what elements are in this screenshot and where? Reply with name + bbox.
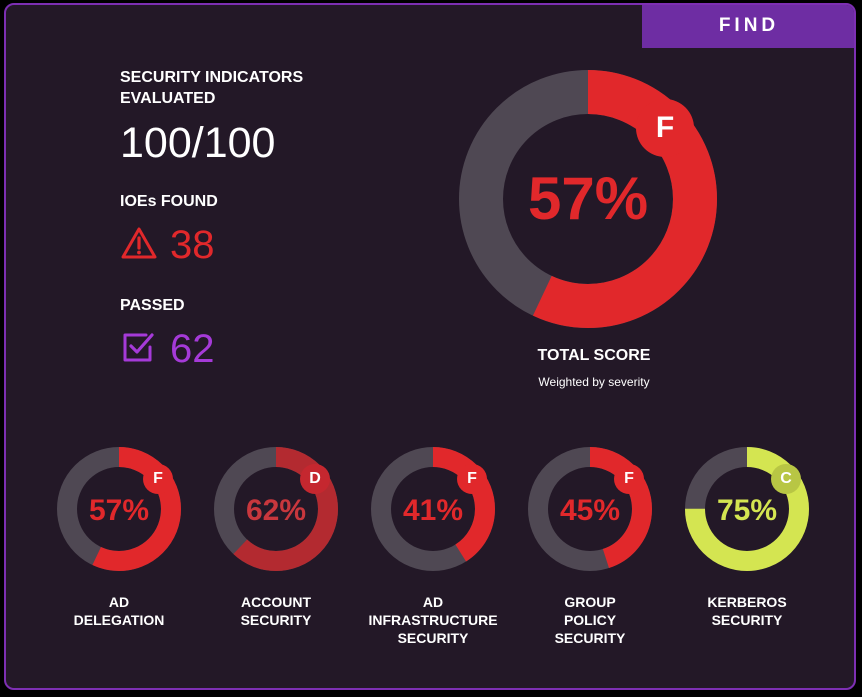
passed-label: PASSED bbox=[120, 297, 185, 314]
indicators-label-line1: SECURITY INDICATORS bbox=[120, 69, 304, 86]
category-label-line: GROUP bbox=[564, 594, 616, 610]
category-arc bbox=[528, 447, 652, 571]
category-percent: 45% bbox=[559, 494, 621, 527]
category-label-line: SECURITY bbox=[554, 630, 626, 646]
category-arc bbox=[371, 447, 495, 571]
ioes-value: 38 bbox=[170, 223, 215, 267]
category-percent: 57% bbox=[88, 494, 150, 527]
category-label: ACCOUNT SECURITY bbox=[201, 593, 351, 629]
passed-stat: 62 bbox=[120, 327, 215, 371]
category-label-line: KERBEROS bbox=[707, 594, 787, 610]
category-label-line: INFRASTRUCTURE bbox=[368, 612, 498, 628]
category-percent: 75% bbox=[716, 494, 778, 527]
category-percent: 41% bbox=[402, 494, 464, 527]
category-ring bbox=[214, 447, 338, 571]
total-score-ring bbox=[459, 70, 717, 328]
category-label-line: ACCOUNT bbox=[241, 594, 311, 610]
total-score-percent: 57% bbox=[527, 165, 649, 232]
ioes-stat: 38 bbox=[120, 223, 215, 267]
passed-value: 62 bbox=[170, 327, 215, 371]
category-donut: 41% F bbox=[368, 444, 498, 574]
category-arc bbox=[685, 447, 809, 571]
total-score-donut: 57% F bbox=[458, 69, 718, 329]
category-grade-badge: D bbox=[300, 464, 330, 494]
total-score-sublabel: Weighted by severity bbox=[538, 375, 650, 389]
category-grade-badge: F bbox=[457, 464, 487, 494]
category-donut: 45% F bbox=[525, 444, 655, 574]
category-label-line: POLICY bbox=[563, 612, 617, 628]
indicators-value: 100/100 bbox=[120, 119, 276, 167]
security-dashboard-panel: FIND SECURITY INDICATORS EVALUATED 100/1… bbox=[4, 3, 856, 690]
category-ring bbox=[371, 447, 495, 571]
category-label-line: SECURITY bbox=[240, 612, 312, 628]
category-grade-badge: F bbox=[143, 464, 173, 494]
category-donut: 75% C bbox=[682, 444, 812, 574]
category-arc bbox=[214, 447, 338, 571]
indicators-label: SECURITY INDICATORS EVALUATED bbox=[120, 67, 303, 109]
total-score-arc bbox=[459, 70, 717, 328]
total-score-label: TOTAL SCORE bbox=[537, 347, 651, 364]
category-label: AD DELEGATION bbox=[44, 593, 194, 629]
indicators-label-line2: EVALUATED bbox=[120, 90, 216, 107]
category-label-line: AD bbox=[108, 594, 130, 610]
category-grade-badge: C bbox=[771, 464, 801, 494]
category-label: GROUP POLICY SECURITY bbox=[515, 593, 665, 647]
checkbox-check-icon bbox=[120, 330, 158, 369]
category-ring bbox=[528, 447, 652, 571]
find-tab[interactable]: FIND bbox=[642, 5, 854, 48]
category-label-line: SECURITY bbox=[397, 630, 469, 646]
category-percent: 62% bbox=[245, 494, 307, 527]
category-label: AD INFRASTRUCTURE SECURITY bbox=[358, 593, 508, 647]
category-label: KERBEROS SECURITY bbox=[672, 593, 822, 629]
category-donut: 57% F bbox=[54, 444, 184, 574]
total-score-grade-badge: F bbox=[636, 99, 694, 157]
category-arc bbox=[57, 447, 181, 571]
ioes-label: IOEs FOUND bbox=[120, 193, 218, 210]
category-donut: 62% D bbox=[211, 444, 341, 574]
category-ring bbox=[57, 447, 181, 571]
category-label-line: SECURITY bbox=[711, 612, 783, 628]
category-label-line: DELEGATION bbox=[73, 612, 165, 628]
warning-triangle-icon bbox=[120, 226, 158, 265]
category-ring bbox=[685, 447, 809, 571]
category-label-line: AD bbox=[422, 594, 444, 610]
category-grade-badge: F bbox=[614, 464, 644, 494]
